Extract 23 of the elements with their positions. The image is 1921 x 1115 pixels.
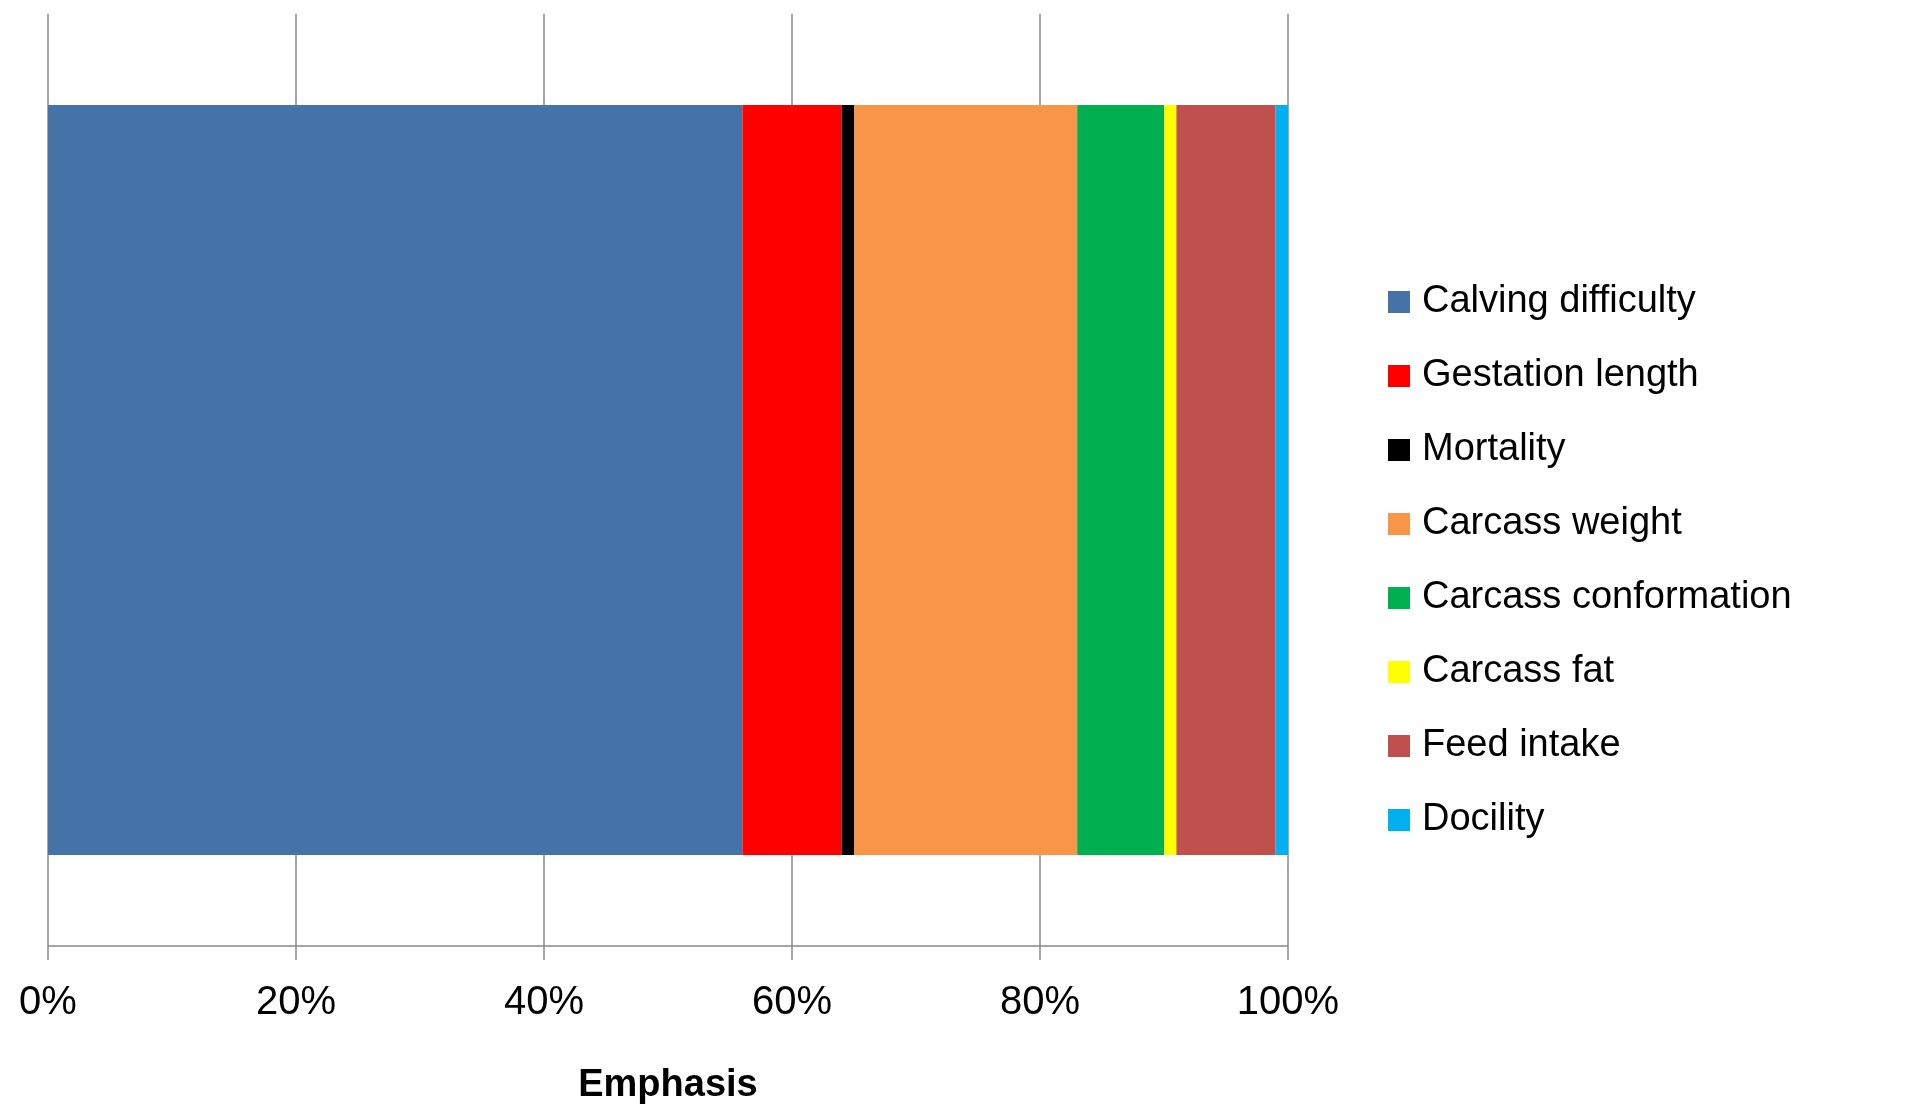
x-tick-label: 80% <box>999 978 1081 1023</box>
x-tick-label: 60% <box>751 978 833 1023</box>
x-tick-label: 0% <box>19 978 77 1023</box>
bar <box>1275 105 1288 855</box>
legend-label: Carcass conformation <box>1422 574 1792 616</box>
bar <box>1077 105 1164 855</box>
legend-label: Carcass weight <box>1422 500 1682 542</box>
legend-label: Carcass fat <box>1422 648 1615 690</box>
legend-label: Gestation length <box>1422 352 1699 394</box>
x-tick-label: 40% <box>503 978 585 1023</box>
legend-label: Feed intake <box>1422 722 1621 764</box>
bar <box>1176 105 1276 855</box>
legend-label: Docility <box>1422 796 1545 838</box>
bar <box>854 105 1078 855</box>
x-tick-label: 20% <box>255 978 337 1023</box>
legend-label: Mortality <box>1422 426 1566 468</box>
bar <box>48 105 743 855</box>
bar <box>1164 105 1177 855</box>
x-tick-label: 100% <box>1236 978 1340 1023</box>
legend-label: Calving difficulty <box>1422 278 1696 320</box>
x-axis-title: Emphasis <box>578 1062 758 1104</box>
bar <box>742 105 842 855</box>
bar <box>841 105 854 855</box>
